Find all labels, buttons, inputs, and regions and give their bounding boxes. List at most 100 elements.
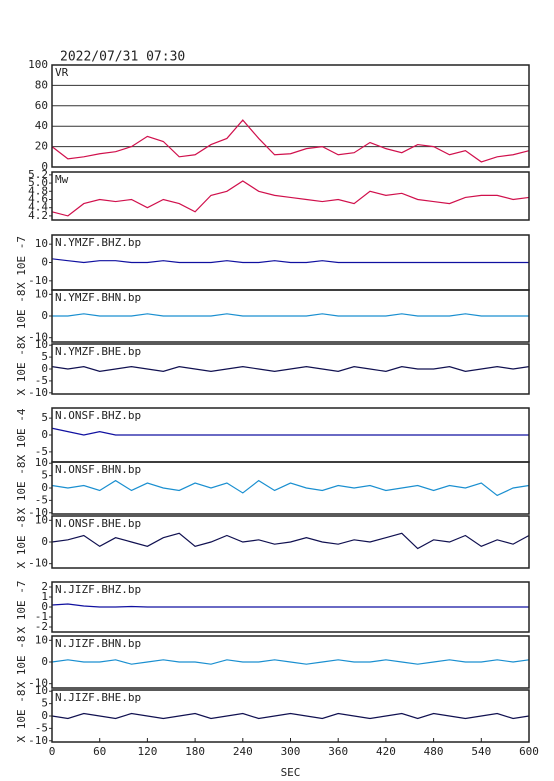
y-tick-label: 5 (41, 411, 48, 424)
y-axis-label: X 10E -4 (15, 408, 28, 461)
y-axis-label: X 10E -8 (15, 636, 28, 689)
y-tick-label: -5 (35, 374, 48, 387)
y-tick-label: 0 (41, 709, 48, 722)
y-tick-label: 10 (35, 684, 48, 697)
trace (52, 313, 529, 317)
panel-label: N.YMZF.BHN.bp (55, 291, 141, 304)
panel-label: N.YMZF.BHZ.bp (55, 236, 141, 249)
panel-frame (51, 343, 530, 395)
y-tick-label: -10 (28, 734, 48, 747)
y-tick-label: 0 (41, 256, 48, 269)
panel-frame (51, 515, 530, 569)
y-tick-label: 1 (41, 590, 48, 603)
y-tick-label: 10 (35, 287, 48, 300)
y-tick-label: 10 (35, 633, 48, 646)
y-tick-label: 5.0 (28, 176, 48, 189)
panel-label: N.JIZF.BHE.bp (55, 691, 141, 704)
x-tick-label: 300 (281, 745, 301, 758)
y-tick-label: 0 (41, 481, 48, 494)
y-tick-label: 10 (35, 237, 48, 250)
panel-label: N.ONSF.BHE.bp (55, 517, 141, 530)
trace (51, 427, 529, 436)
y-tick-label: 0 (41, 362, 48, 375)
panel-label: N.JIZF.BHN.bp (55, 637, 141, 650)
panel-frame (51, 64, 530, 168)
chart-title: 2022/07/31 07:30 (60, 50, 185, 65)
panel-label: N.ONSF.BHZ.bp (55, 409, 141, 422)
y-tick-label: 0 (41, 309, 48, 322)
y-tick-label: -2 (35, 620, 48, 633)
y-axis-label: X 10E -7 (15, 236, 28, 289)
y-tick-label: -5 (35, 721, 48, 734)
y-tick-label: -10 (28, 331, 48, 344)
y-tick-label: 5 (41, 697, 48, 710)
y-tick-label: 5 (41, 350, 48, 363)
y-tick-label: 0 (41, 600, 48, 613)
panel-label: N.YMZF.BHE.bp (55, 345, 141, 358)
trace (51, 180, 530, 217)
x-tick-label: 540 (471, 745, 491, 758)
panel-label: VR (55, 66, 69, 79)
trace (51, 119, 530, 163)
y-tick-label: -5 (35, 493, 48, 506)
y-axis-label: X 10E -8 (15, 343, 28, 396)
y-tick-label: 10 (35, 338, 48, 351)
y-tick-label: 20 (35, 140, 48, 153)
x-tick-label: 420 (376, 745, 396, 758)
y-axis-label: X 10E -8 (15, 290, 28, 343)
y-tick-label: 4.8 (28, 184, 48, 197)
y-axis-label: X 10E -7 (15, 581, 28, 634)
y-tick-label: -10 (28, 506, 48, 519)
y-tick-label: -1 (35, 610, 48, 623)
x-tick-label: 360 (328, 745, 348, 758)
y-tick-label: -5 (35, 445, 48, 458)
y-tick-label: 10 (35, 456, 48, 469)
panel-label: N.ONSF.BHN.bp (55, 463, 141, 476)
y-tick-label: -10 (28, 557, 48, 570)
y-tick-label: 100 (28, 58, 48, 71)
y-tick-label: -10 (28, 274, 48, 287)
trace (51, 532, 530, 550)
y-tick-label: 0 (41, 655, 48, 668)
x-tick-label: 240 (233, 745, 253, 758)
panel-frame (51, 635, 530, 689)
y-tick-label: 5 (41, 469, 48, 482)
x-tick-label: 480 (424, 745, 444, 758)
y-tick-label: 2 (41, 580, 48, 593)
y-tick-label: 40 (35, 119, 48, 132)
trace (51, 712, 530, 720)
panel-label: N.JIZF.BHZ.bp (55, 583, 141, 596)
y-tick-label: 4.2 (28, 209, 48, 222)
panel-frame (51, 461, 530, 515)
x-tick-label: 120 (137, 745, 157, 758)
y-tick-label: 10 (35, 513, 48, 526)
panel-frame (51, 171, 530, 221)
trace (51, 659, 530, 665)
x-tick-label: 180 (185, 745, 205, 758)
panel-frame (51, 581, 530, 633)
y-tick-label: 0 (41, 160, 48, 173)
y-axis-label: X 10E -8 (15, 690, 28, 743)
x-tick-label: 60 (93, 745, 106, 758)
trace (51, 603, 529, 608)
x-tick-label: 0 (49, 745, 56, 758)
y-tick-label: 80 (35, 78, 48, 91)
y-tick-label: 0 (41, 428, 48, 441)
trace (51, 258, 529, 264)
y-tick-label: -10 (28, 677, 48, 690)
panel-label: Mw (55, 173, 69, 186)
trace (51, 479, 530, 497)
y-tick-label: 0 (41, 535, 48, 548)
y-tick-label: -10 (28, 386, 48, 399)
trace (51, 366, 530, 372)
y-tick-label: 4.6 (28, 192, 48, 205)
y-tick-label: 5.2 (28, 168, 48, 181)
x-tick-label: 600 (519, 745, 539, 758)
panel-frame (51, 289, 530, 343)
y-axis-label: X 10E -8 (15, 462, 28, 515)
y-tick-label: 60 (35, 99, 48, 112)
y-tick-label: 4.4 (28, 201, 48, 214)
x-axis-label: SEC (281, 766, 301, 779)
y-axis-label: X 10E -8 (15, 516, 28, 569)
